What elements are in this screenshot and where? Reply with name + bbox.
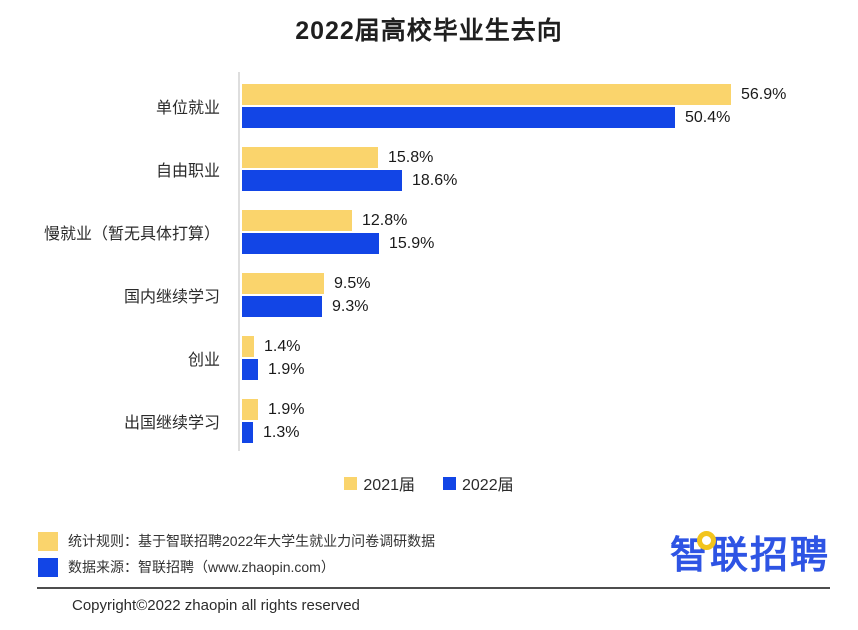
- chart-row: 国内继续学习 9.5% 9.3%: [0, 273, 858, 317]
- legend-swatch-icon: [344, 476, 358, 490]
- value-label: 15.9%: [389, 234, 435, 252]
- category-label: 创业: [187, 352, 220, 369]
- chart-title: 2022届高校毕业生去向: [295, 17, 563, 45]
- bar-row: 15.9%: [242, 233, 434, 254]
- bar-2021届: [242, 84, 731, 105]
- bar-chart: 单位就业 56.9% 50.4% 自由职业 15.8% 18.6% 慢就业（暂无具体打算） 1…: [0, 72, 858, 451]
- note-swatch-icon: [38, 531, 58, 551]
- bar-2022届: [242, 233, 379, 254]
- category-label: 出国继续学习: [123, 415, 220, 432]
- legend-label: 2021届: [363, 477, 415, 494]
- value-label: 9.3%: [332, 297, 369, 315]
- note-text: 统计规则：基于智联招聘2022年大学生就业力问卷调研数据: [68, 533, 436, 549]
- value-label: 18.6%: [412, 171, 458, 189]
- value-label: 12.8%: [362, 211, 408, 229]
- legend-item-2022届: 2022届: [443, 471, 514, 495]
- bar-pair: 15.8% 18.6%: [242, 147, 457, 191]
- bar-2021届: [242, 210, 352, 231]
- value-label: 1.9%: [268, 360, 305, 378]
- bar-row: 56.9%: [242, 84, 786, 105]
- logo-text: 智联招聘: [669, 535, 830, 577]
- bar-row: 50.4%: [242, 107, 786, 128]
- chart-row: 出国继续学习 1.9% 1.3%: [0, 399, 858, 443]
- footer-note: 数据来源：智联招聘（www.zhaopin.com）: [38, 557, 435, 577]
- value-label: 1.3%: [263, 423, 300, 441]
- category-label: 国内继续学习: [123, 289, 220, 306]
- value-label: 1.9%: [268, 400, 305, 418]
- value-label: 15.8%: [388, 148, 434, 166]
- bar-row: 1.9%: [242, 359, 304, 380]
- bar-2022届: [242, 170, 402, 191]
- category-label: 单位就业: [155, 100, 220, 117]
- bar-2021届: [242, 399, 258, 420]
- value-label: 1.4%: [264, 337, 301, 355]
- bar-2021届: [242, 147, 378, 168]
- bar-2022届: [242, 296, 322, 317]
- bar-row: 9.5%: [242, 273, 370, 294]
- bar-pair: 9.5% 9.3%: [242, 273, 370, 317]
- note-swatch-icon: [38, 557, 58, 577]
- category-label: 慢就业（暂无具体打算）: [43, 226, 220, 243]
- bar-row: 9.3%: [242, 296, 370, 317]
- bar-pair: 1.9% 1.3%: [242, 399, 304, 443]
- legend-label: 2022届: [462, 477, 514, 494]
- axis-line: [238, 72, 240, 451]
- category-label: 自由职业: [155, 163, 220, 180]
- logo-circle-icon: [696, 531, 716, 550]
- legend-item-2021届: 2021届: [344, 471, 415, 495]
- value-label: 50.4%: [685, 108, 731, 126]
- bar-2022届: [242, 107, 675, 128]
- bar-row: 1.3%: [242, 422, 304, 443]
- bar-2021届: [242, 273, 324, 294]
- bar-row: 1.4%: [242, 336, 304, 357]
- bar-row: 18.6%: [242, 170, 457, 191]
- bar-2022届: [242, 359, 258, 380]
- bar-pair: 12.8% 15.9%: [242, 210, 434, 254]
- value-label: 9.5%: [334, 274, 371, 292]
- bar-2021届: [242, 336, 254, 357]
- legend: 2021届 2022届: [0, 471, 858, 495]
- footer: 统计规则：基于智联招聘2022年大学生就业力问卷调研数据 数据来源：智联招聘（ww…: [0, 531, 858, 579]
- footer-notes: 统计规则：基于智联招聘2022年大学生就业力问卷调研数据 数据来源：智联招聘（ww…: [38, 531, 435, 577]
- value-label: 56.9%: [741, 85, 787, 103]
- bar-row: 15.8%: [242, 147, 457, 168]
- bar-row: 12.8%: [242, 210, 434, 231]
- zhaopin-logo: 智联招聘: [670, 531, 830, 579]
- bar-pair: 1.4% 1.9%: [242, 336, 304, 380]
- footer-note: 统计规则：基于智联招聘2022年大学生就业力问卷调研数据: [38, 531, 435, 551]
- bar-row: 1.9%: [242, 399, 304, 420]
- bar-pair: 56.9% 50.4%: [242, 84, 786, 128]
- chart-row: 单位就业 56.9% 50.4%: [0, 84, 858, 128]
- note-text: 数据来源：智联招聘（www.zhaopin.com）: [68, 559, 335, 575]
- chart-row: 慢就业（暂无具体打算） 12.8% 15.9%: [0, 210, 858, 254]
- chart-groups: 单位就业 56.9% 50.4% 自由职业 15.8% 18.6% 慢就业（暂无具体打算） 1…: [0, 84, 858, 443]
- copyright-text: Copyright©2022 zhaopin all rights reserv…: [72, 597, 360, 614]
- chart-row: 自由职业 15.8% 18.6%: [0, 147, 858, 191]
- separator-line: [37, 587, 830, 589]
- bar-2022届: [242, 422, 253, 443]
- legend-swatch-icon: [443, 476, 456, 490]
- chart-row: 创业 1.4% 1.9%: [0, 336, 858, 380]
